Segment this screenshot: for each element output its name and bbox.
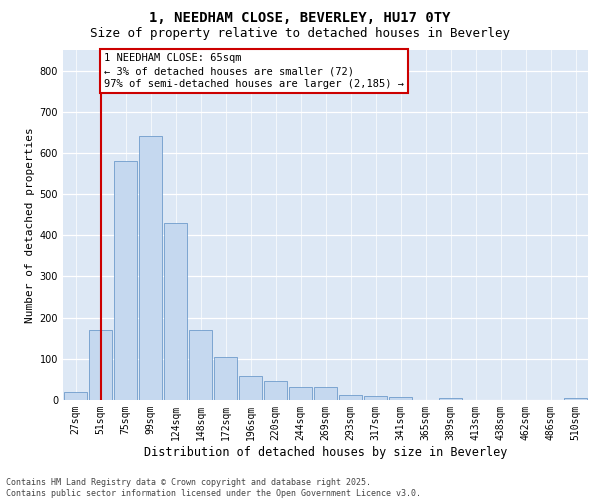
Bar	[264, 382, 287, 400]
Bar	[64, 392, 87, 400]
Bar	[214, 357, 237, 400]
Y-axis label: Number of detached properties: Number of detached properties	[25, 127, 35, 323]
Bar	[564, 398, 587, 400]
Bar	[139, 136, 162, 400]
Bar	[439, 398, 462, 400]
Text: Size of property relative to detached houses in Beverley: Size of property relative to detached ho…	[90, 28, 510, 40]
Text: 1 NEEDHAM CLOSE: 65sqm
← 3% of detached houses are smaller (72)
97% of semi-deta: 1 NEEDHAM CLOSE: 65sqm ← 3% of detached …	[104, 53, 404, 90]
Bar	[339, 394, 362, 400]
X-axis label: Distribution of detached houses by size in Beverley: Distribution of detached houses by size …	[144, 446, 507, 458]
Bar	[114, 161, 137, 400]
Bar	[189, 330, 212, 400]
Text: 1, NEEDHAM CLOSE, BEVERLEY, HU17 0TY: 1, NEEDHAM CLOSE, BEVERLEY, HU17 0TY	[149, 11, 451, 25]
Bar	[389, 396, 412, 400]
Bar	[89, 330, 112, 400]
Bar	[239, 376, 262, 400]
Bar	[364, 396, 387, 400]
Bar	[314, 387, 337, 400]
Text: Contains HM Land Registry data © Crown copyright and database right 2025.
Contai: Contains HM Land Registry data © Crown c…	[6, 478, 421, 498]
Bar	[164, 223, 187, 400]
Bar	[289, 387, 312, 400]
